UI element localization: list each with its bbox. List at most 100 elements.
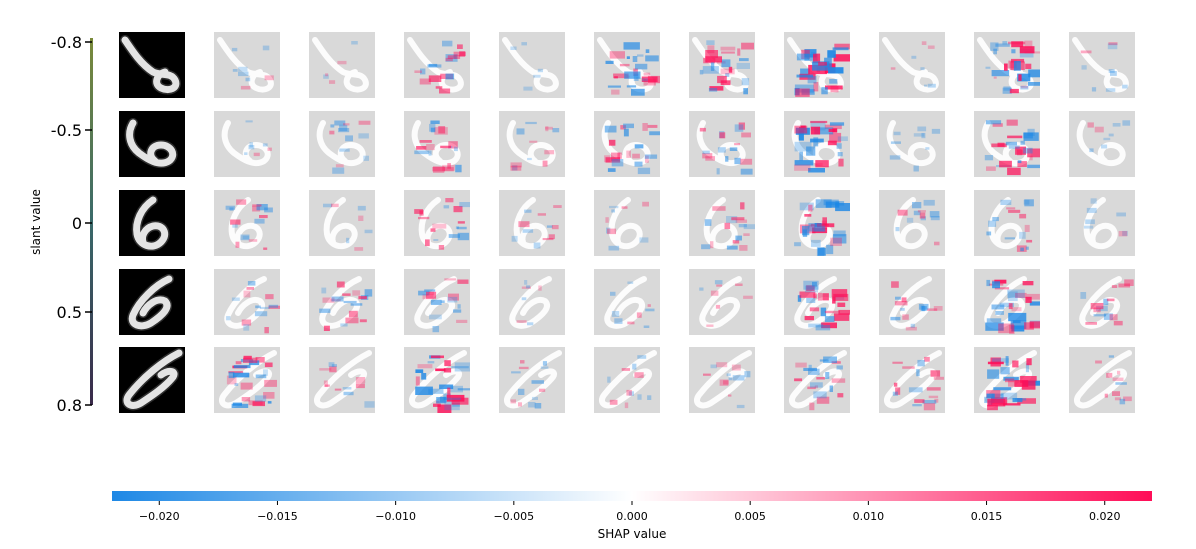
negative-shap-cell xyxy=(358,133,369,139)
positive-shap-cell xyxy=(828,128,836,133)
positive-shap-cell xyxy=(614,76,618,79)
positive-shap-cell xyxy=(822,293,829,301)
positive-shap-cell xyxy=(268,305,280,309)
positive-shap-cell xyxy=(456,319,468,323)
negative-shap-cell xyxy=(1028,69,1040,78)
positive-shap-cell xyxy=(741,42,754,50)
positive-shap-cell xyxy=(1015,146,1026,155)
positive-shap-cell xyxy=(891,281,899,288)
positive-shap-cell xyxy=(358,215,364,221)
negative-shap-cell xyxy=(827,50,836,58)
negative-shap-cell xyxy=(795,127,810,135)
negative-shap-cell xyxy=(260,306,270,309)
negative-shap-cell xyxy=(1122,230,1128,236)
positive-shap-cell xyxy=(1112,391,1120,396)
negative-shap-cell xyxy=(796,74,814,78)
negative-shap-cell xyxy=(445,73,455,80)
positive-shap-cell xyxy=(743,295,753,299)
shap-heatmap-tile xyxy=(309,111,375,177)
positive-shap-cell xyxy=(267,147,272,151)
negative-shap-cell xyxy=(995,43,1010,47)
negative-shap-cell xyxy=(626,85,637,88)
negative-shap-cell xyxy=(739,58,749,62)
digit-overlay xyxy=(411,120,461,167)
positive-shap-cell xyxy=(1114,397,1121,401)
negative-shap-cell xyxy=(699,287,704,291)
negative-shap-cell xyxy=(1103,313,1113,320)
negative-shap-cell xyxy=(254,218,265,224)
positive-shap-cell xyxy=(1111,285,1118,288)
positive-shap-cell xyxy=(1095,360,1102,364)
positive-shap-cell xyxy=(414,70,422,73)
shap-heatmap-tile xyxy=(1069,269,1135,335)
negative-shap-cell xyxy=(364,289,373,297)
positive-shap-cell xyxy=(1029,155,1033,161)
positive-shap-cell xyxy=(816,377,825,380)
shap-heatmap-tile xyxy=(879,269,945,335)
negative-shap-cell xyxy=(234,383,239,386)
negative-shap-cell xyxy=(807,76,817,84)
positive-shap-cell xyxy=(795,362,807,368)
positive-shap-cell xyxy=(447,55,461,59)
positive-shap-cell xyxy=(548,234,555,240)
negative-shap-cell xyxy=(428,150,432,156)
negative-shap-cell xyxy=(702,150,710,154)
positive-shap-cell xyxy=(248,239,258,242)
negative-shap-cell xyxy=(609,205,619,209)
digit-overlay xyxy=(1073,350,1132,409)
negative-shap-cell xyxy=(921,132,926,139)
negative-shap-cell xyxy=(262,45,270,51)
digit-overlay xyxy=(407,37,464,93)
positive-shap-cell xyxy=(810,120,828,124)
positive-shap-cell xyxy=(539,388,546,392)
negative-shap-cell xyxy=(825,372,830,379)
positive-shap-cell xyxy=(703,373,711,376)
negative-shap-cell xyxy=(228,371,235,379)
positive-shap-cell xyxy=(253,152,260,157)
negative-shap-cell xyxy=(1023,147,1033,154)
positive-shap-cell xyxy=(627,321,635,325)
negative-shap-cell xyxy=(240,234,250,241)
positive-shap-cell xyxy=(799,291,816,298)
negative-shap-cell xyxy=(836,365,843,370)
positive-shap-cell xyxy=(354,247,364,251)
positive-shap-cell xyxy=(810,126,821,135)
negative-shap-cell xyxy=(721,59,731,68)
negative-shap-cell xyxy=(546,225,553,228)
positive-shap-cell xyxy=(987,398,1006,407)
negative-shap-cell xyxy=(803,280,819,290)
positive-shap-cell xyxy=(794,125,808,134)
positive-shap-cell xyxy=(241,319,252,326)
shap-heatmap-tile xyxy=(1069,111,1135,177)
negative-shap-cell xyxy=(357,205,366,211)
negative-shap-cell xyxy=(729,147,738,151)
positive-shap-cell xyxy=(1007,167,1021,176)
negative-shap-cell xyxy=(1002,41,1008,45)
negative-shap-cell xyxy=(716,168,720,175)
digit-stroke-glow xyxy=(122,348,184,411)
positive-shap-cell xyxy=(1006,119,1018,126)
positive-shap-cell xyxy=(827,140,837,146)
positive-shap-cell xyxy=(719,379,729,386)
shap-heatmap-tile xyxy=(309,32,375,98)
shap-heatmap-tile xyxy=(1069,190,1135,256)
negative-shap-cell xyxy=(1023,132,1039,141)
positive-shap-cell xyxy=(1118,231,1128,237)
negative-shap-cell xyxy=(824,316,835,322)
positive-shap-cell xyxy=(230,219,241,225)
positive-shap-cell xyxy=(319,368,332,371)
negative-shap-cell xyxy=(823,356,837,363)
positive-shap-cell xyxy=(608,139,616,146)
positive-shap-cell xyxy=(930,370,941,377)
digit-overlay xyxy=(788,350,847,409)
digit-overlay xyxy=(1083,197,1118,250)
positive-shap-cell xyxy=(435,368,446,372)
positive-shap-cell xyxy=(735,283,743,286)
digit-overlay xyxy=(319,276,362,329)
positive-shap-cell xyxy=(812,227,828,234)
positive-shap-cell xyxy=(734,143,740,146)
shap-heatmap-tile xyxy=(974,269,1040,335)
negative-shap-cell xyxy=(835,201,845,206)
positive-shap-cell xyxy=(710,290,719,296)
negative-shap-cell xyxy=(808,368,820,375)
